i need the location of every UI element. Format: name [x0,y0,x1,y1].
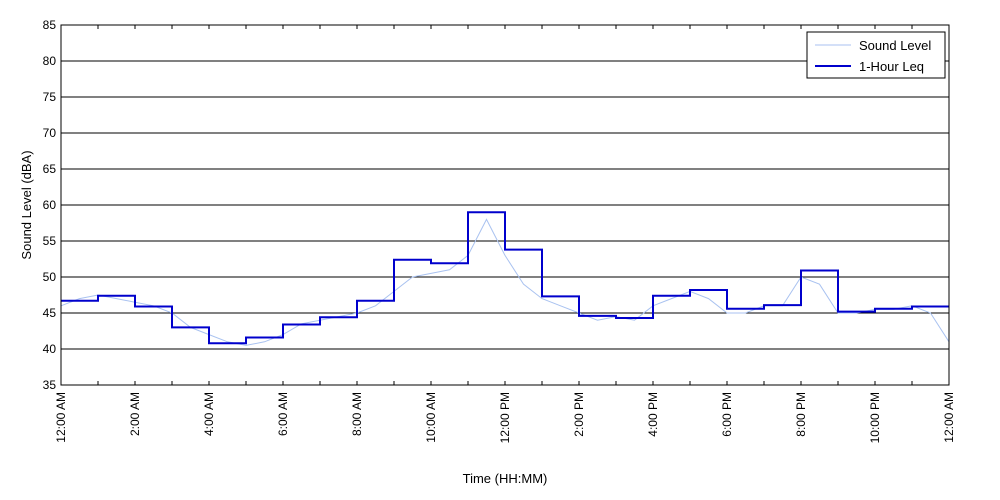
x-tick-label: 2:00 AM [128,392,142,436]
y-tick-label: 70 [43,126,57,140]
x-tick-label: 12:00 AM [942,392,956,443]
y-tick-label: 40 [43,342,57,356]
y-tick-label: 85 [43,18,57,32]
legend-box [806,31,946,79]
x-tick-label: 4:00 AM [202,392,216,436]
x-axis-label: Time (HH:MM) [463,471,548,486]
legend-label-1-hour-leq: 1-Hour Leq [859,59,924,74]
x-tick-label: 12:00 PM [498,392,512,443]
y-tick-label: 65 [43,162,57,176]
y-tick-label: 75 [43,90,57,104]
y-ticks: 35 40 45 50 55 60 65 70 75 80 85 [43,18,949,392]
x-ticks: 12:00 AM 2:00 AM 4:00 AM 6:00 AM 8:00 AM 10:0… [54,25,956,443]
y-tick-label: 35 [43,378,57,392]
y-tick-label: 45 [43,306,57,320]
x-tick-label: 4:00 PM [646,392,660,437]
x-tick-label: 6:00 PM [720,392,734,437]
x-tick-label: 12:00 AM [54,392,68,443]
y-tick-label: 50 [43,270,57,284]
plot-frame [60,24,950,386]
series-group [60,211,950,346]
x-tick-label: 10:00 AM [424,392,438,443]
y-axis-label: Sound Level (dBA) [19,150,34,259]
legend: Sound Level 1-Hour Leq [806,31,946,79]
legend-label-sound-level: Sound Level [859,38,931,53]
series-1-hour-leq-step [61,211,949,345]
y-tick-label: 60 [43,198,57,212]
x-tick-label: 6:00 AM [276,392,290,436]
x-tick-label: 2:00 PM [572,392,586,437]
x-tick-label: 8:00 PM [794,392,808,437]
y-tick-label: 55 [43,234,57,248]
gridlines [61,60,949,350]
y-tick-label: 80 [43,54,57,68]
x-tick-label: 10:00 PM [868,392,882,443]
x-tick-label: 8:00 AM [350,392,364,436]
